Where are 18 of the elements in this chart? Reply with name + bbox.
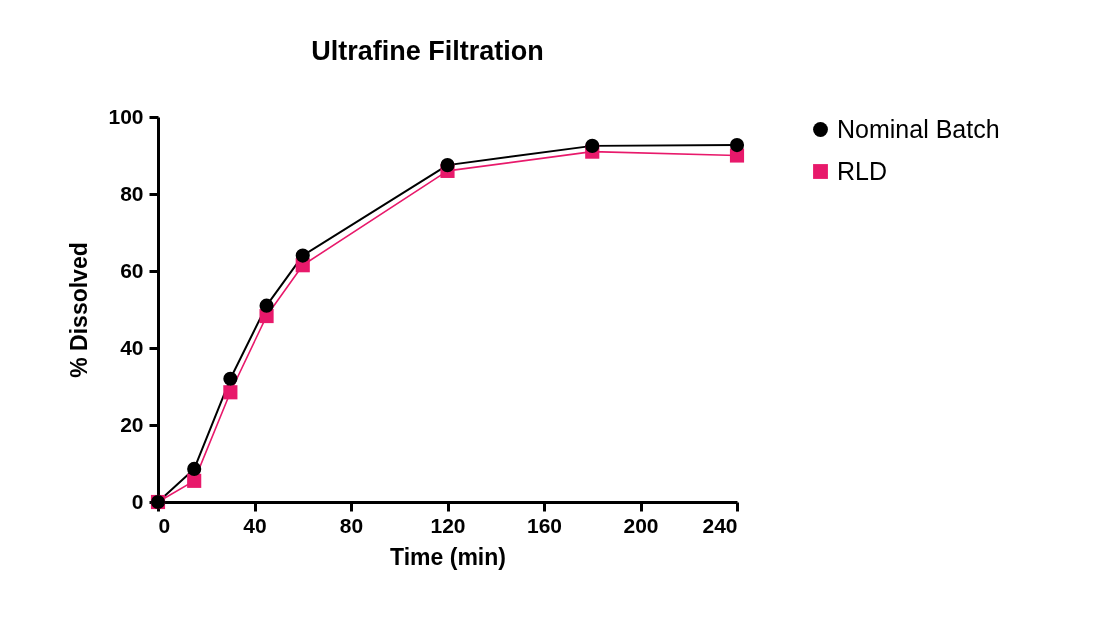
legend-label: RLD — [837, 156, 888, 185]
y-tick-label: 80 — [120, 181, 144, 205]
x-tick-label: 240 — [702, 513, 738, 537]
x-tick-label: 80 — [339, 513, 364, 537]
x-tick-label: 120 — [430, 513, 466, 537]
x-tick-label: 40 — [243, 513, 267, 537]
x-tick-label: 200 — [623, 513, 659, 537]
x-tick-label: 160 — [526, 513, 563, 537]
chart-title: Ultrafine Filtration — [311, 36, 544, 66]
y-axis-title: % Dissolved — [66, 242, 93, 378]
y-tick-label: 60 — [120, 258, 144, 282]
x-tick-label: 0 — [158, 513, 171, 537]
y-tick-label: 100 — [108, 104, 144, 128]
y-tick-label: 0 — [131, 489, 144, 513]
y-tick-label: 40 — [120, 335, 144, 359]
x-axis-title: Time (min) — [390, 543, 506, 570]
legend-label: Nominal Batch — [837, 114, 1000, 143]
y-tick-label: 20 — [120, 412, 144, 436]
